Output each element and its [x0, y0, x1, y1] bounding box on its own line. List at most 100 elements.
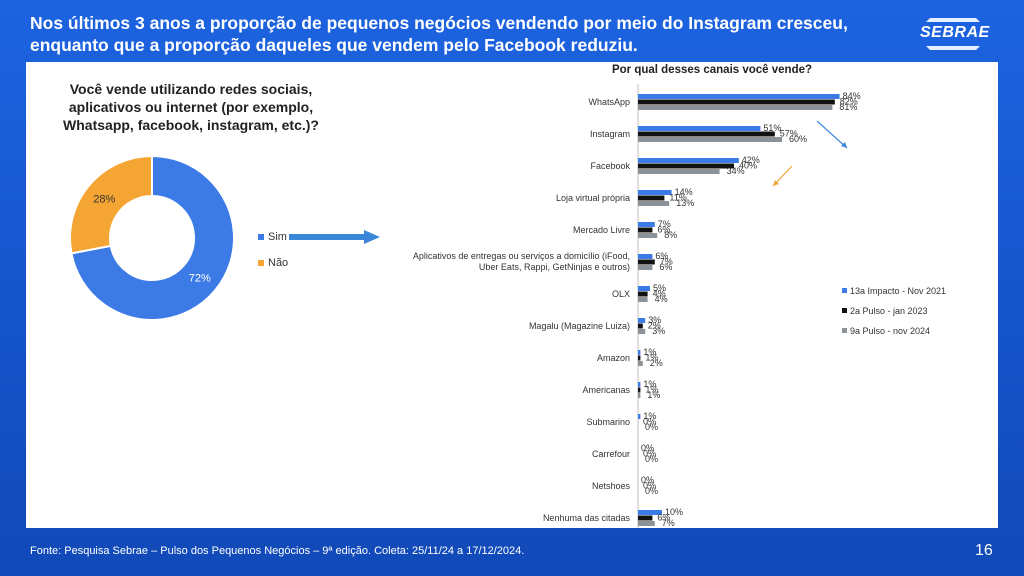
bar-value-label: 82% [840, 97, 858, 107]
category-label: Magalu (Magazine Luiza) [529, 321, 630, 331]
bar [638, 361, 643, 366]
pie-legend: Sim Não [258, 230, 288, 282]
category-label: Aplicativos de entregas ou serviços a do… [413, 251, 630, 272]
bar [638, 510, 662, 515]
bar-value-label: 2% [648, 321, 661, 331]
bar [638, 195, 665, 201]
category-label: Americanas [582, 385, 630, 395]
bar-value-label: 81% [839, 102, 857, 112]
bar-value-label: 1% [643, 347, 656, 357]
bar [638, 355, 641, 361]
category-label: Nenhuma das citadas [543, 513, 631, 523]
bar-value-label: 84% [843, 91, 861, 101]
bar [638, 265, 653, 270]
bar-value-label: 1% [643, 379, 656, 389]
bar-value-label: 13% [676, 198, 694, 208]
bar-value-label: 6% [657, 513, 670, 523]
donut-value-label: 72% [189, 273, 211, 285]
bar [638, 286, 650, 291]
bar-value-label: 0% [641, 443, 654, 453]
bar [638, 222, 655, 227]
bar-value-label: 0% [643, 449, 656, 459]
bar-value-label: 6% [655, 251, 668, 261]
bar-value-label: 8% [664, 230, 677, 240]
bar-legend-label: 13a Impacto - Nov 2021 [850, 286, 946, 296]
bar-legend-label: 9a Pulso - nov 2024 [850, 326, 930, 336]
category-label: OLX [612, 289, 630, 299]
bar-value-label: 1% [645, 385, 658, 395]
bar-value-label: 11% [669, 193, 686, 203]
bar-value-label: 3% [648, 315, 661, 325]
category-label: Instagram [590, 129, 630, 139]
logo-text: SEBRAE [920, 24, 990, 41]
bar-value-label: 0% [645, 422, 658, 432]
category-label: Carrefour [592, 449, 630, 459]
bar [638, 323, 643, 329]
bar [638, 318, 646, 323]
donut-slice-sim [70, 154, 235, 321]
bar-legend-label: 2a Pulso - jan 2023 [850, 306, 928, 316]
bar-chart-title: Por qual desses canais você vende? [612, 64, 812, 76]
pie-legend-item-nao: Não [258, 256, 288, 270]
source-note: Fonte: Pesquisa Sebrae – Pulso dos Peque… [30, 545, 525, 557]
bar [638, 163, 734, 169]
legend-swatch [842, 288, 847, 293]
category-label: Facebook [590, 161, 630, 171]
bar [638, 414, 641, 419]
page-number: 16 [975, 542, 993, 559]
bar [638, 227, 653, 233]
bar-value-label: 0% [643, 417, 656, 427]
bar-value-label: 7% [658, 219, 671, 229]
bar [638, 99, 835, 105]
bar [638, 297, 648, 302]
bar [638, 382, 641, 387]
pie-legend-item-sim: Sim [258, 230, 288, 244]
bar-value-label: 34% [727, 166, 745, 176]
bar [638, 131, 775, 137]
bar [638, 190, 672, 195]
bar-value-label: 40% [739, 161, 757, 171]
bar [638, 137, 782, 142]
bar-value-label: 0% [645, 486, 658, 496]
bar [638, 393, 641, 398]
category-label: Amazon [597, 353, 630, 363]
bar-value-label: 0% [641, 475, 654, 485]
category-label: Mercado Livre [573, 225, 630, 235]
bar [638, 105, 833, 110]
right-arrow-icon [289, 230, 380, 244]
bar [638, 387, 641, 393]
pie-chart-question: Você vende utilizando redes sociais, apl… [63, 81, 319, 133]
trend-up-arrowhead [841, 142, 847, 148]
bar [638, 233, 658, 238]
legend-swatch [842, 308, 847, 313]
category-label: Submarino [586, 417, 630, 427]
bar-value-label: 1% [645, 353, 658, 363]
bar [638, 329, 646, 334]
bar-value-label: 7% [660, 257, 673, 267]
category-label: Netshoes [592, 481, 631, 491]
legend-swatch [258, 260, 264, 266]
bar-value-label: 5% [653, 283, 666, 293]
bar [638, 254, 653, 259]
bar [638, 515, 653, 521]
trend-down-arrowhead [773, 180, 779, 186]
bar [638, 259, 655, 265]
legend-swatch [842, 328, 847, 333]
donut-value-label: 28% [93, 193, 115, 205]
bar-value-label: 1% [643, 411, 656, 421]
category-label: Loja virtual própria [556, 193, 630, 203]
category-label: WhatsApp [588, 97, 630, 107]
bar [638, 521, 655, 526]
bar [638, 94, 840, 99]
pie-legend-label-nao: Não [268, 257, 289, 269]
bar [638, 201, 670, 206]
bar [638, 291, 648, 297]
bar-value-label: 57% [780, 129, 798, 139]
bar [638, 169, 720, 174]
bar-value-label: 60% [789, 134, 807, 144]
trend-up-arrow-icon [816, 120, 848, 149]
bar-value-label: 0% [645, 454, 658, 464]
slide-title: Nos últimos 3 anos a proporção de pequen… [30, 13, 848, 55]
bar-value-label: 2% [650, 358, 663, 368]
bar-value-label: 4% [653, 289, 666, 299]
